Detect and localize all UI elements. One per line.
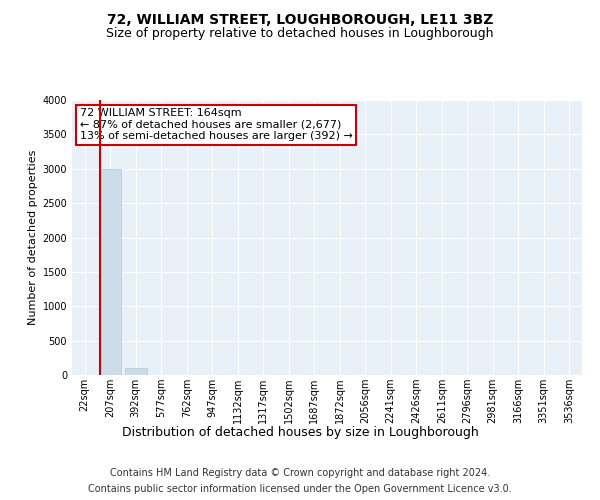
Text: 72 WILLIAM STREET: 164sqm
← 87% of detached houses are smaller (2,677)
13% of se: 72 WILLIAM STREET: 164sqm ← 87% of detac… [80,108,353,142]
Text: Contains HM Land Registry data © Crown copyright and database right 2024.: Contains HM Land Registry data © Crown c… [110,468,490,477]
Text: Distribution of detached houses by size in Loughborough: Distribution of detached houses by size … [122,426,478,439]
Bar [125,368,146,375]
Text: Size of property relative to detached houses in Loughborough: Size of property relative to detached ho… [106,28,494,40]
Text: Contains public sector information licensed under the Open Government Licence v3: Contains public sector information licen… [88,484,512,494]
Bar [100,169,121,375]
Text: 72, WILLIAM STREET, LOUGHBOROUGH, LE11 3BZ: 72, WILLIAM STREET, LOUGHBOROUGH, LE11 3… [107,12,493,26]
Y-axis label: Number of detached properties: Number of detached properties [28,150,38,325]
